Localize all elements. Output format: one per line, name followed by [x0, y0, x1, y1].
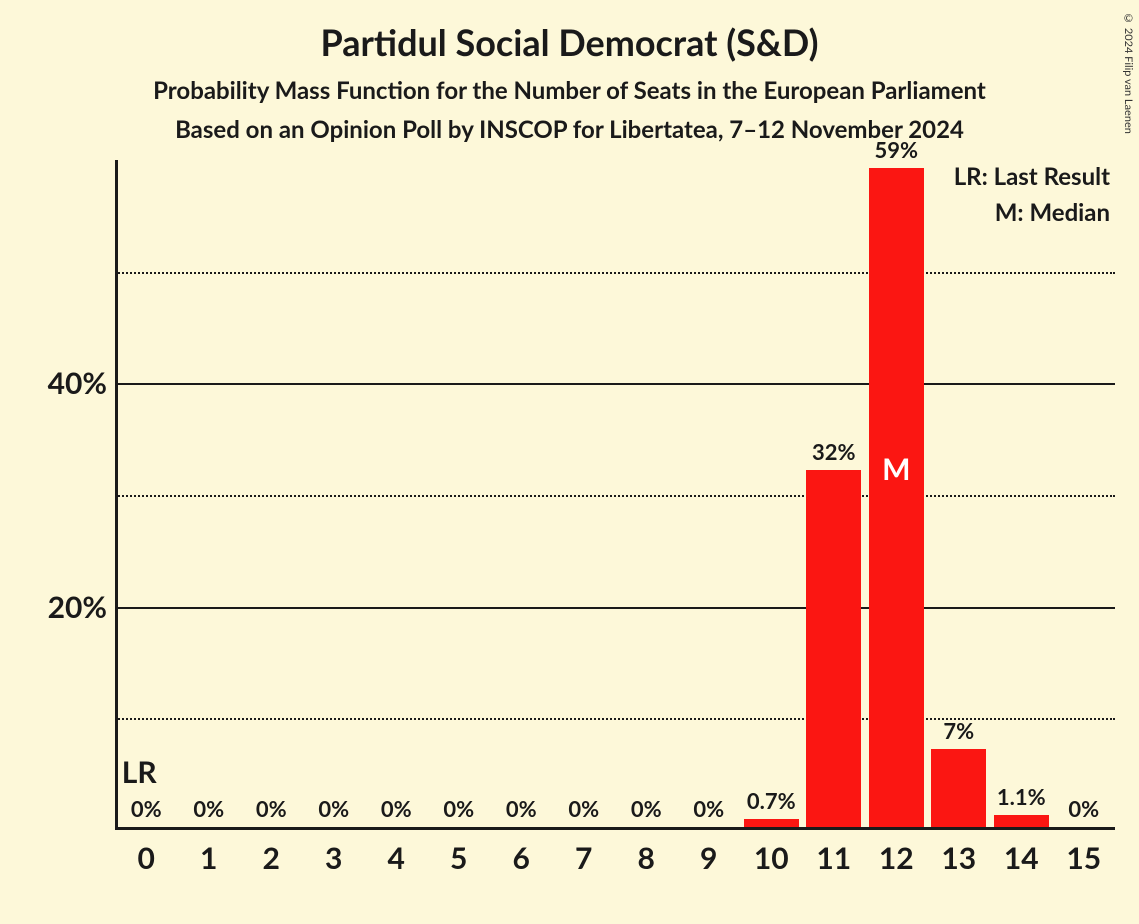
bar [744, 819, 799, 827]
bar-value-label: 0% [318, 795, 349, 822]
legend-median: M: Median [995, 198, 1110, 227]
subtitle-2: Based on an Opinion Poll by INSCOP for L… [30, 115, 1109, 144]
x-tick-label: 8 [638, 840, 655, 876]
median-annotation: M [882, 451, 910, 487]
x-tick-label: 4 [388, 840, 405, 876]
bar-value-label: 0% [693, 795, 724, 822]
bar-value-label: 0% [631, 795, 662, 822]
bar-value-label: 0% [256, 795, 287, 822]
x-tick-label: 15 [1066, 840, 1101, 876]
x-tick-label: 6 [513, 840, 530, 876]
gridline-major [115, 607, 1115, 609]
bar-value-label: 59% [874, 136, 918, 163]
gridline-major [115, 383, 1115, 385]
x-tick-label: 9 [700, 840, 717, 876]
lr-annotation: LR [122, 754, 157, 790]
gridline-minor [115, 272, 1115, 274]
copyright-text: © 2024 Filip van Laenen [1122, 12, 1135, 134]
bar-value-label: 0% [381, 795, 412, 822]
y-tick-label: 20% [48, 589, 107, 625]
x-tick-label: 5 [450, 840, 467, 876]
bar [806, 470, 861, 827]
x-tick-label: 2 [263, 840, 280, 876]
main-title: Partidul Social Democrat (S&D) [30, 20, 1109, 64]
bar-value-label: 0.7% [747, 787, 796, 814]
x-tick-label: 10 [754, 840, 789, 876]
x-tick-label: 14 [1004, 840, 1039, 876]
bar-value-label: 0% [443, 795, 474, 822]
bar-value-label: 0% [1068, 795, 1099, 822]
bar-value-label: 0% [506, 795, 537, 822]
bar-value-label: 1.1% [997, 783, 1046, 810]
x-tick-label: 3 [325, 840, 342, 876]
bar-value-label: 0% [131, 795, 162, 822]
titles-block: Partidul Social Democrat (S&D) Probabili… [30, 20, 1109, 144]
x-tick-label: 1 [200, 840, 217, 876]
x-tick-label: 11 [816, 840, 851, 876]
x-tick-label: 0 [138, 840, 155, 876]
subtitle-1: Probability Mass Function for the Number… [30, 76, 1109, 105]
x-tick-label: 12 [879, 840, 914, 876]
legend-lr: LR: Last Result [954, 162, 1110, 191]
x-tick-label: 7 [575, 840, 592, 876]
chart-container: Partidul Social Democrat (S&D) Probabili… [0, 0, 1139, 924]
bar-value-label: 0% [193, 795, 224, 822]
gridline-minor [115, 495, 1115, 497]
bar-value-label: 0% [568, 795, 599, 822]
bar [869, 168, 924, 827]
bar-value-label: 32% [812, 438, 856, 465]
x-tick-label: 13 [941, 840, 976, 876]
y-tick-label: 40% [48, 365, 107, 401]
bar-value-label: 7% [943, 717, 974, 744]
plot-area: 20%40%0%00%10%20%30%40%50%60%70%80%90.7%… [115, 160, 1115, 830]
x-axis-line [115, 827, 1115, 830]
bar [931, 749, 986, 827]
bar [994, 815, 1049, 827]
